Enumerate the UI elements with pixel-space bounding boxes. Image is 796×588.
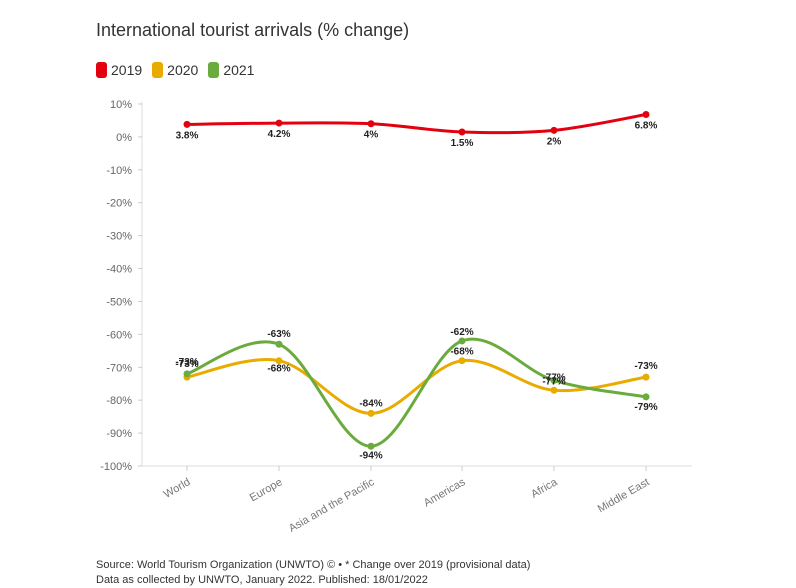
y-tick-label: -40% [106,264,132,276]
x-tick-label: Asia and the Pacific [287,476,377,535]
data-label-2021: -62% [450,327,473,338]
y-tick-label: 10% [110,99,132,111]
data-point-2019 [275,119,283,127]
data-label-2021: -73% [175,357,198,368]
data-point-2021 [550,376,558,384]
data-point-2019 [458,128,466,136]
y-tick-label: 0% [116,132,132,144]
legend-label-2021: 2021 [223,62,255,78]
legend-item-2019[interactable]: 2019 [96,62,142,78]
data-label-2020: -73% [175,359,198,370]
x-tick-label: World [162,476,193,501]
footer: Source: World Tourism Organization (UNWT… [96,558,530,588]
data-point-2019 [550,126,558,134]
legend: 2019 2020 2021 [96,62,254,78]
series-line-2019 [185,113,648,135]
data-point-2020 [367,409,375,417]
data-label-2021: -94% [359,450,382,461]
chart-title: International tourist arrivals (% change… [96,20,410,40]
line-chart: 10% 0% -10% -20% -30% -40% -50% -60% -70% -80% -90… [100,99,692,535]
y-tick-label: -100% [100,461,132,473]
data-label-2021: -77% [542,376,565,387]
data-label-2019: 2% [547,136,562,147]
data-point-2021 [275,340,283,348]
y-tick-label: -70% [106,362,132,374]
series-line-2020 [185,358,648,415]
data-label-2019: 4% [364,130,379,141]
y-tick-label: -30% [106,231,132,243]
data-label-2020: -84% [359,398,382,409]
data-point-2021 [183,370,191,378]
y-tick-label: -20% [106,198,132,210]
data-point-2020 [458,357,466,365]
legend-item-2020[interactable]: 2020 [152,62,198,78]
data-label-2020: -68% [450,347,473,358]
data-point-2021 [458,337,466,345]
data-point-2020 [550,386,558,394]
x-tick-label: Africa [529,476,560,501]
data-point-2019 [183,120,191,128]
data-label-2019: 3.8% [176,130,199,141]
data-label-2020: -77% [542,372,565,383]
footer-published: Data as collected by UNWTO, January 2022… [96,574,428,586]
data-label-2021: -63% [267,329,290,340]
legend-item-2021[interactable]: 2021 [208,62,254,78]
x-tick-label: Middle East [596,476,652,515]
data-point-2020 [275,357,283,365]
x-tick-label: Americas [422,476,468,510]
x-tick-label: Europe [248,476,285,504]
footer-source: Source: World Tourism Organization (UNWT… [96,559,531,571]
y-tick-label: -50% [106,296,132,308]
series-line-2021 [185,337,648,448]
legend-swatch-2021 [208,62,220,78]
data-label-2019: 1.5% [451,138,474,149]
legend-label-2020: 2020 [167,62,199,78]
data-point-2020 [642,373,650,381]
legend-label-2019: 2019 [111,62,143,78]
data-label-2020: -68% [267,364,290,375]
y-tick-label: -60% [106,329,132,341]
data-point-2019 [367,120,375,128]
y-tick-label: -80% [106,395,132,407]
data-point-2021 [367,442,375,450]
data-label-2021: -79% [634,402,657,413]
data-point-2021 [642,393,650,401]
data-label-2019: 6.8% [635,121,658,132]
data-label-2019: 4.2% [268,129,291,140]
legend-swatch-2020 [152,62,164,78]
data-label-2020: -73% [634,361,657,372]
y-tick-label: -90% [106,428,132,440]
legend-swatch-2019 [96,62,107,78]
y-tick-label: -10% [106,165,132,177]
data-point-2019 [642,111,650,119]
